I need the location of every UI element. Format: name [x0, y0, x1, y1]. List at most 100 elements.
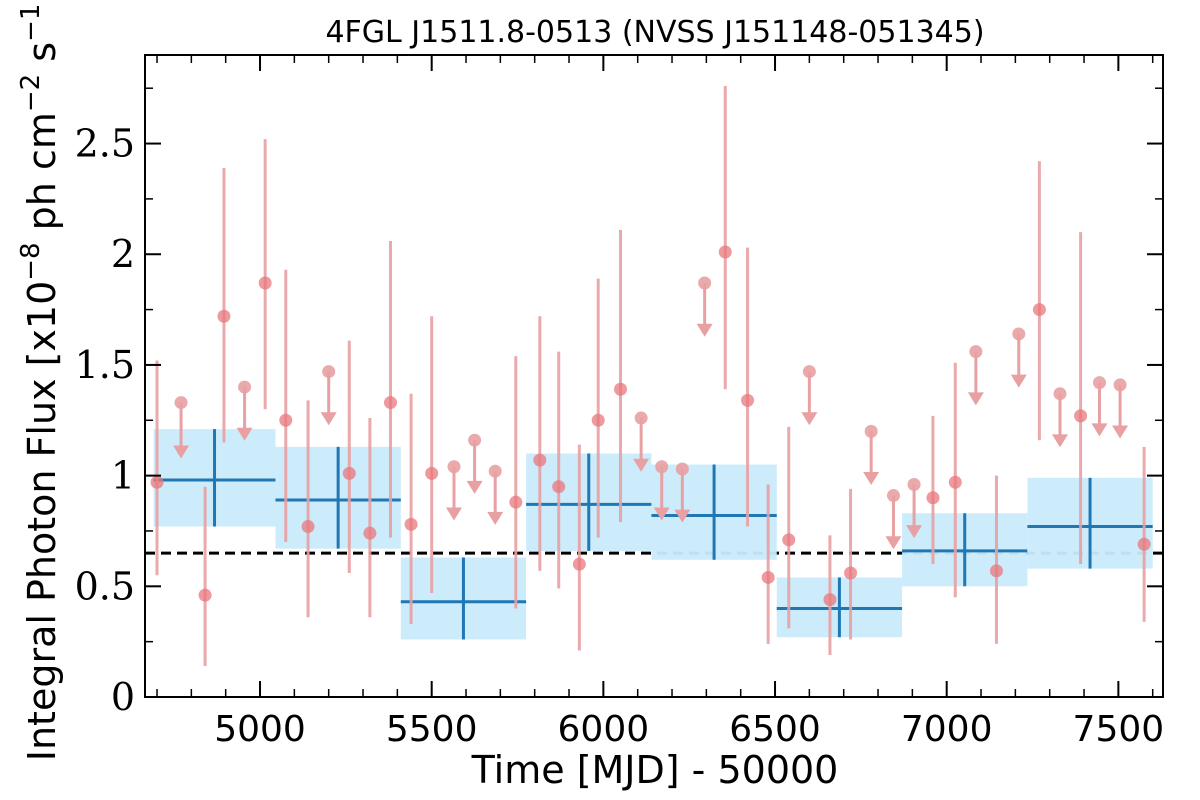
upper-limit-17: [1051, 387, 1068, 448]
upper-limit-marker: [238, 380, 252, 394]
upper-limit-arrowhead: [1091, 423, 1108, 437]
point-marker: [782, 533, 796, 547]
upper-limit-arrowhead: [885, 536, 902, 550]
upper-limit-6: [487, 464, 504, 525]
data-point-6: [301, 400, 315, 618]
data-point-27: [1032, 161, 1046, 441]
bin-8: [1027, 477, 1153, 569]
y-tick-label: 2: [111, 232, 135, 276]
y-tick-label: 2.5: [75, 122, 135, 166]
bin-1: [153, 429, 276, 527]
point-marker: [279, 413, 293, 427]
point-marker: [1074, 409, 1088, 423]
data-point-2: [198, 486, 212, 667]
upper-limit-arrowhead: [801, 412, 818, 426]
upper-limit-marker: [322, 365, 336, 379]
upper-limit-8: [653, 460, 670, 521]
data-point-28: [1074, 232, 1088, 565]
bin-7: [902, 513, 1028, 587]
upper-limit-marker: [969, 345, 983, 359]
upper-limit-16: [1010, 327, 1027, 388]
upper-limit-5: [466, 433, 483, 494]
bin-6: [776, 577, 903, 638]
upper-limit-19: [1112, 378, 1129, 439]
upper-limit-arrowhead: [466, 480, 483, 494]
y-tick-label: 0.5: [75, 564, 135, 608]
data-point-19: [741, 247, 755, 527]
upper-limit-arrowhead: [320, 412, 337, 426]
point-marker: [823, 593, 837, 607]
upper-limit-arrowhead: [173, 445, 190, 459]
upper-limit-marker: [1012, 327, 1026, 341]
upper-limit-marker: [802, 365, 816, 379]
point-marker: [425, 466, 439, 480]
point-marker: [718, 245, 732, 259]
point-marker: [509, 495, 523, 509]
x-tick-label: 5000: [214, 709, 306, 750]
x-tick-label: 7500: [1073, 709, 1165, 750]
upper-limit-marker: [468, 433, 482, 447]
point-marker: [258, 276, 272, 290]
point-marker: [342, 466, 356, 480]
upper-limit-marker: [698, 276, 712, 290]
point-marker: [591, 413, 605, 427]
data-point-7: [342, 340, 356, 574]
data-point-5: [279, 269, 293, 543]
upper-limit-arrowhead: [967, 392, 984, 406]
data-point-15: [572, 444, 586, 651]
upper-limit-arrowhead: [487, 511, 504, 525]
plot-frame: [144, 54, 1164, 698]
upper-limit-arrowhead: [653, 507, 670, 521]
x-tick-label: 5500: [386, 709, 478, 750]
point-marker: [844, 566, 858, 580]
chart-title: 4FGL J1511.8-0513 (NVSS J151148-051345): [325, 15, 984, 50]
upper-limit-marker: [886, 489, 900, 503]
upper-limit-marker: [488, 464, 502, 478]
upper-limit-arrowhead: [696, 323, 713, 337]
bins-layer: [153, 429, 1153, 640]
y-tick-label: 1: [111, 454, 135, 498]
point-marker: [198, 588, 212, 602]
upper-limit-marker: [907, 477, 921, 491]
data-point-26: [989, 475, 1003, 644]
bin-4: [526, 453, 652, 551]
upper-limit-2: [236, 380, 253, 441]
data-point-29: [1137, 446, 1151, 622]
upper-limit-13: [885, 489, 902, 550]
point-marker: [926, 491, 940, 505]
upper-limits-layer: [173, 276, 1129, 550]
y-tick-label: 0: [111, 675, 135, 719]
data-point-9: [383, 240, 397, 538]
data-point-25: [948, 362, 962, 598]
point-marker: [552, 480, 566, 494]
upper-limit-arrowhead: [633, 458, 650, 472]
data-point-17: [614, 229, 628, 523]
upper-limit-marker: [1053, 387, 1067, 401]
data-point-18: [718, 85, 732, 390]
point-marker: [948, 475, 962, 489]
data-point-22: [823, 535, 837, 655]
upper-limit-marker: [1092, 376, 1106, 390]
point-marker: [1032, 303, 1046, 317]
upper-limit-7: [633, 411, 650, 472]
upper-limit-12: [863, 424, 880, 486]
upper-limit-marker: [174, 396, 188, 410]
data-point-8: [363, 418, 377, 618]
upper-limit-arrowhead: [674, 509, 691, 523]
upper-limit-marker: [655, 460, 669, 474]
upper-limit-arrowhead: [906, 525, 923, 539]
bin-3: [400, 557, 527, 640]
x-tick-label: 7000: [901, 709, 993, 750]
data-point-3: [217, 167, 231, 443]
upper-limit-1: [173, 396, 190, 459]
point-marker: [761, 570, 775, 584]
point-marker: [383, 396, 397, 410]
bin-5: [651, 464, 777, 560]
data-point-13: [533, 316, 547, 571]
point-marker: [741, 393, 755, 407]
data-point-23: [844, 488, 858, 640]
upper-limit-10: [696, 276, 713, 337]
point-marker: [217, 309, 231, 323]
points-layer: [150, 85, 1151, 667]
